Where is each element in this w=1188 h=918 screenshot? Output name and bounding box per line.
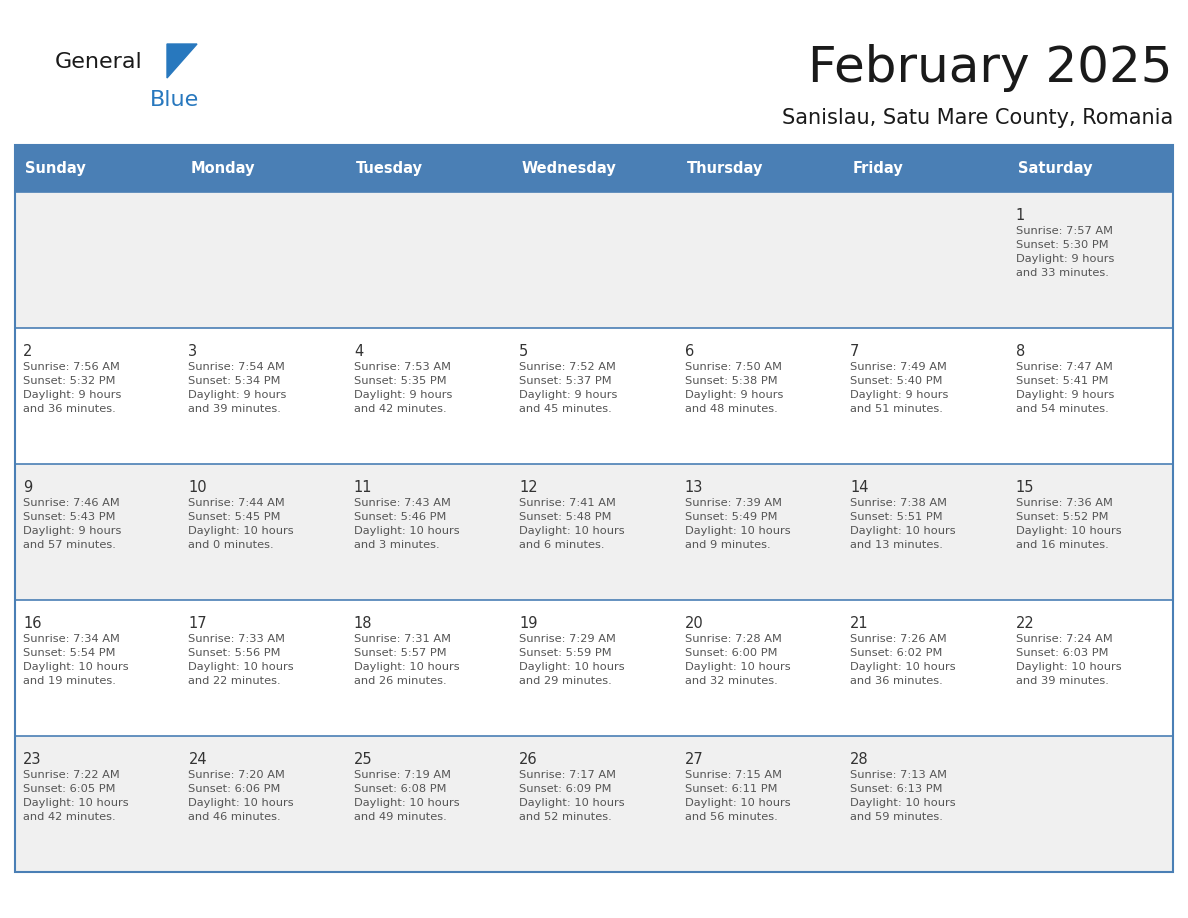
Text: Sunrise: 7:49 AM
Sunset: 5:40 PM
Daylight: 9 hours
and 51 minutes.: Sunrise: 7:49 AM Sunset: 5:40 PM Dayligh…: [851, 362, 948, 414]
Text: 8: 8: [1016, 344, 1025, 359]
Text: 22: 22: [1016, 616, 1035, 631]
Text: Sunrise: 7:33 AM
Sunset: 5:56 PM
Daylight: 10 hours
and 22 minutes.: Sunrise: 7:33 AM Sunset: 5:56 PM Dayligh…: [189, 634, 295, 686]
Text: Saturday: Saturday: [1018, 161, 1092, 176]
Text: Sunrise: 7:53 AM
Sunset: 5:35 PM
Daylight: 9 hours
and 42 minutes.: Sunrise: 7:53 AM Sunset: 5:35 PM Dayligh…: [354, 362, 453, 414]
Text: Tuesday: Tuesday: [356, 161, 423, 176]
Text: Sunrise: 7:20 AM
Sunset: 6:06 PM
Daylight: 10 hours
and 46 minutes.: Sunrise: 7:20 AM Sunset: 6:06 PM Dayligh…: [189, 770, 295, 822]
Text: Sunrise: 7:22 AM
Sunset: 6:05 PM
Daylight: 10 hours
and 42 minutes.: Sunrise: 7:22 AM Sunset: 6:05 PM Dayligh…: [23, 770, 128, 822]
Text: 23: 23: [23, 752, 42, 767]
Bar: [15, 145, 1173, 872]
Text: Sunday: Sunday: [25, 161, 86, 176]
Text: Sunrise: 7:29 AM
Sunset: 5:59 PM
Daylight: 10 hours
and 29 minutes.: Sunrise: 7:29 AM Sunset: 5:59 PM Dayligh…: [519, 634, 625, 686]
Text: 4: 4: [354, 344, 364, 359]
Text: Sunrise: 7:13 AM
Sunset: 6:13 PM
Daylight: 10 hours
and 59 minutes.: Sunrise: 7:13 AM Sunset: 6:13 PM Dayligh…: [851, 770, 956, 822]
Text: 27: 27: [684, 752, 703, 767]
Text: 12: 12: [519, 480, 538, 495]
Text: General: General: [55, 52, 143, 72]
Text: 6: 6: [684, 344, 694, 359]
Text: Sunrise: 7:34 AM
Sunset: 5:54 PM
Daylight: 10 hours
and 19 minutes.: Sunrise: 7:34 AM Sunset: 5:54 PM Dayligh…: [23, 634, 128, 686]
Text: 28: 28: [851, 752, 868, 767]
Text: Blue: Blue: [150, 90, 200, 110]
Text: 20: 20: [684, 616, 703, 631]
Text: Sunrise: 7:43 AM
Sunset: 5:46 PM
Daylight: 10 hours
and 3 minutes.: Sunrise: 7:43 AM Sunset: 5:46 PM Dayligh…: [354, 498, 460, 550]
Text: 21: 21: [851, 616, 868, 631]
Text: Sunrise: 7:31 AM
Sunset: 5:57 PM
Daylight: 10 hours
and 26 minutes.: Sunrise: 7:31 AM Sunset: 5:57 PM Dayligh…: [354, 634, 460, 686]
Text: Sunrise: 7:17 AM
Sunset: 6:09 PM
Daylight: 10 hours
and 52 minutes.: Sunrise: 7:17 AM Sunset: 6:09 PM Dayligh…: [519, 770, 625, 822]
Text: 9: 9: [23, 480, 32, 495]
Text: 3: 3: [189, 344, 197, 359]
Bar: [15, 600, 1173, 736]
Text: Sanislau, Satu Mare County, Romania: Sanislau, Satu Mare County, Romania: [782, 108, 1173, 128]
Text: 26: 26: [519, 752, 538, 767]
Text: 14: 14: [851, 480, 868, 495]
Text: Sunrise: 7:38 AM
Sunset: 5:51 PM
Daylight: 10 hours
and 13 minutes.: Sunrise: 7:38 AM Sunset: 5:51 PM Dayligh…: [851, 498, 956, 550]
Text: 24: 24: [189, 752, 207, 767]
Bar: [15, 464, 1173, 600]
Text: Sunrise: 7:26 AM
Sunset: 6:02 PM
Daylight: 10 hours
and 36 minutes.: Sunrise: 7:26 AM Sunset: 6:02 PM Dayligh…: [851, 634, 956, 686]
Text: Wednesday: Wednesday: [522, 161, 617, 176]
Text: 17: 17: [189, 616, 207, 631]
Text: Sunrise: 7:50 AM
Sunset: 5:38 PM
Daylight: 9 hours
and 48 minutes.: Sunrise: 7:50 AM Sunset: 5:38 PM Dayligh…: [684, 362, 783, 414]
Text: 25: 25: [354, 752, 373, 767]
Text: 19: 19: [519, 616, 538, 631]
Text: 1: 1: [1016, 208, 1025, 223]
Text: Sunrise: 7:15 AM
Sunset: 6:11 PM
Daylight: 10 hours
and 56 minutes.: Sunrise: 7:15 AM Sunset: 6:11 PM Dayligh…: [684, 770, 790, 822]
Text: Monday: Monday: [190, 161, 255, 176]
Text: 2: 2: [23, 344, 32, 359]
Text: Friday: Friday: [852, 161, 903, 176]
Text: Sunrise: 7:41 AM
Sunset: 5:48 PM
Daylight: 10 hours
and 6 minutes.: Sunrise: 7:41 AM Sunset: 5:48 PM Dayligh…: [519, 498, 625, 550]
Bar: [15, 145, 1173, 192]
Bar: [15, 328, 1173, 464]
Bar: [15, 192, 1173, 328]
Text: 16: 16: [23, 616, 42, 631]
Text: Sunrise: 7:57 AM
Sunset: 5:30 PM
Daylight: 9 hours
and 33 minutes.: Sunrise: 7:57 AM Sunset: 5:30 PM Dayligh…: [1016, 226, 1114, 278]
Text: Sunrise: 7:56 AM
Sunset: 5:32 PM
Daylight: 9 hours
and 36 minutes.: Sunrise: 7:56 AM Sunset: 5:32 PM Dayligh…: [23, 362, 121, 414]
Text: 18: 18: [354, 616, 372, 631]
Text: Sunrise: 7:47 AM
Sunset: 5:41 PM
Daylight: 9 hours
and 54 minutes.: Sunrise: 7:47 AM Sunset: 5:41 PM Dayligh…: [1016, 362, 1114, 414]
Text: Sunrise: 7:28 AM
Sunset: 6:00 PM
Daylight: 10 hours
and 32 minutes.: Sunrise: 7:28 AM Sunset: 6:00 PM Dayligh…: [684, 634, 790, 686]
Text: Sunrise: 7:44 AM
Sunset: 5:45 PM
Daylight: 10 hours
and 0 minutes.: Sunrise: 7:44 AM Sunset: 5:45 PM Dayligh…: [189, 498, 295, 550]
Text: Sunrise: 7:46 AM
Sunset: 5:43 PM
Daylight: 9 hours
and 57 minutes.: Sunrise: 7:46 AM Sunset: 5:43 PM Dayligh…: [23, 498, 121, 550]
Text: Sunrise: 7:52 AM
Sunset: 5:37 PM
Daylight: 9 hours
and 45 minutes.: Sunrise: 7:52 AM Sunset: 5:37 PM Dayligh…: [519, 362, 618, 414]
Text: Sunrise: 7:39 AM
Sunset: 5:49 PM
Daylight: 10 hours
and 9 minutes.: Sunrise: 7:39 AM Sunset: 5:49 PM Dayligh…: [684, 498, 790, 550]
Text: 7: 7: [851, 344, 859, 359]
Text: Sunrise: 7:54 AM
Sunset: 5:34 PM
Daylight: 9 hours
and 39 minutes.: Sunrise: 7:54 AM Sunset: 5:34 PM Dayligh…: [189, 362, 286, 414]
Text: 5: 5: [519, 344, 529, 359]
Text: 13: 13: [684, 480, 703, 495]
Text: February 2025: February 2025: [809, 44, 1173, 92]
Text: Thursday: Thursday: [687, 161, 763, 176]
Text: Sunrise: 7:24 AM
Sunset: 6:03 PM
Daylight: 10 hours
and 39 minutes.: Sunrise: 7:24 AM Sunset: 6:03 PM Dayligh…: [1016, 634, 1121, 686]
Text: 10: 10: [189, 480, 207, 495]
Text: 11: 11: [354, 480, 372, 495]
Text: Sunrise: 7:36 AM
Sunset: 5:52 PM
Daylight: 10 hours
and 16 minutes.: Sunrise: 7:36 AM Sunset: 5:52 PM Dayligh…: [1016, 498, 1121, 550]
Text: 15: 15: [1016, 480, 1034, 495]
Bar: [15, 736, 1173, 872]
Polygon shape: [168, 44, 197, 78]
Text: Sunrise: 7:19 AM
Sunset: 6:08 PM
Daylight: 10 hours
and 49 minutes.: Sunrise: 7:19 AM Sunset: 6:08 PM Dayligh…: [354, 770, 460, 822]
